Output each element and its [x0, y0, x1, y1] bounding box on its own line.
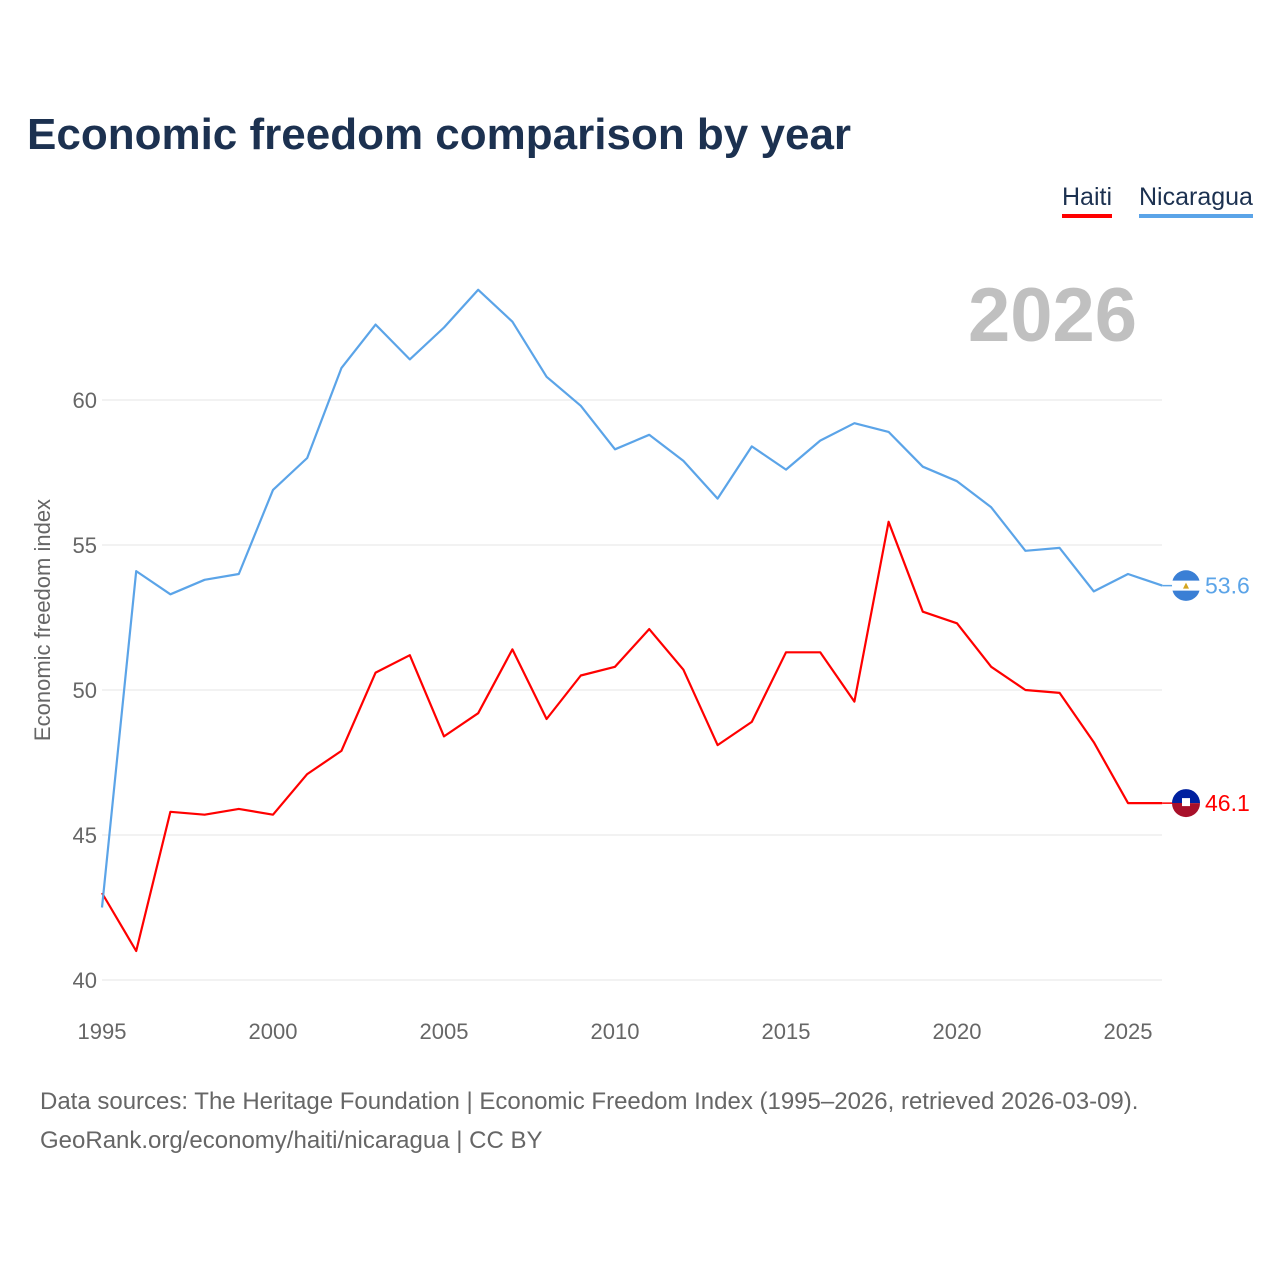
nicaragua-flag-emblem [1183, 582, 1189, 589]
haiti-flag-icon [1172, 789, 1200, 804]
series-line-nicaragua [100, 288, 1163, 908]
x-tick-label: 2015 [762, 1019, 811, 1044]
x-tick-label: 2025 [1104, 1019, 1153, 1044]
y-axis-label: Economic freedom index [30, 499, 55, 741]
chart-title: Economic freedom comparison by year [27, 110, 852, 159]
y-tick-label: 55 [73, 533, 97, 558]
legend-nicaragua[interactable]: Nicaragua [1139, 183, 1253, 218]
footer-sources: Data sources: The Heritage Foundation | … [40, 1088, 1139, 1115]
x-tick-label: 2005 [420, 1019, 469, 1044]
x-tick-label: 1995 [78, 1019, 127, 1044]
x-tick-label: 2000 [249, 1019, 298, 1044]
series-line-haiti [101, 520, 1163, 953]
y-tick-label: 40 [73, 968, 97, 993]
haiti-flag-emblem [1182, 798, 1190, 807]
x-tick-label: 2010 [591, 1019, 640, 1044]
year-label: 2026 [968, 273, 1138, 358]
x-tick-label: 2020 [933, 1019, 982, 1044]
nicaragua-flag-icon [1172, 590, 1200, 601]
y-tick-label: 60 [73, 388, 97, 413]
footer-credit[interactable]: GeoRank.org/economy/haiti/nicaragua | CC… [40, 1127, 543, 1154]
haiti-flag-icon [1172, 803, 1200, 818]
end-value-label-haiti: 46.1 [1205, 790, 1250, 816]
legend-haiti[interactable]: Haiti [1062, 183, 1113, 218]
nicaragua-flag-icon [1172, 570, 1200, 581]
y-tick-label: 50 [73, 678, 97, 703]
y-tick-label: 45 [73, 823, 97, 848]
end-value-label-nicaragua: 53.6 [1205, 573, 1250, 599]
